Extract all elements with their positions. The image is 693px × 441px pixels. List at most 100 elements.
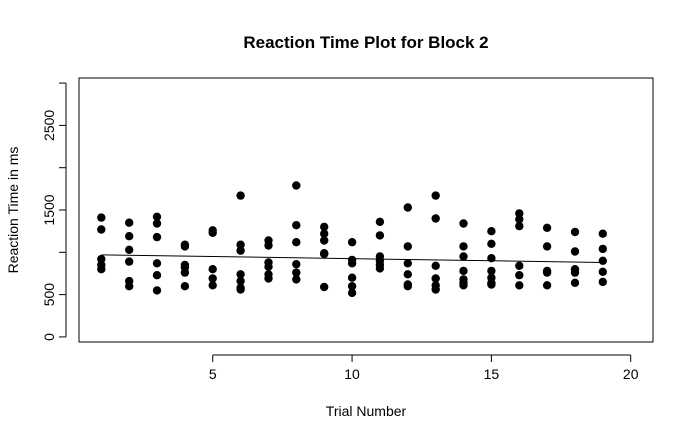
data-point (459, 281, 468, 290)
data-point (515, 281, 524, 290)
data-point (515, 215, 524, 224)
data-point (292, 181, 301, 190)
data-point (236, 246, 245, 255)
data-point (431, 274, 440, 283)
y-tick-label: 500 (41, 283, 57, 307)
data-point (459, 242, 468, 251)
data-point (542, 268, 552, 277)
x-tick-label: 5 (209, 366, 217, 382)
data-point (208, 281, 217, 290)
data-point (570, 268, 580, 277)
data-point (347, 238, 357, 247)
data-point (403, 242, 412, 251)
data-point (292, 275, 301, 284)
data-point (292, 238, 301, 247)
trend-line-group (101, 254, 603, 263)
data-point (375, 231, 385, 240)
data-point (236, 270, 245, 279)
data-point (375, 217, 385, 226)
y-axis: 0 500 1500 2500 (41, 82, 67, 341)
data-point (264, 274, 273, 283)
data-point (487, 227, 496, 236)
data-point (320, 282, 329, 292)
data-point (347, 288, 357, 298)
data-point (236, 276, 245, 286)
y-axis-label: Reaction Time in ms (5, 147, 21, 274)
data-point (570, 227, 580, 237)
data-point (264, 262, 273, 271)
data-point (431, 261, 440, 270)
data-point (180, 242, 190, 251)
data-point (180, 282, 190, 291)
data-point (208, 228, 217, 237)
data-point (236, 240, 245, 249)
y-tick-label: 2500 (41, 110, 57, 141)
data-point (542, 223, 552, 232)
data-point (152, 271, 162, 280)
data-point (487, 266, 496, 276)
data-point (320, 222, 329, 232)
data-point (403, 270, 412, 279)
data-point (431, 285, 440, 294)
data-point (180, 268, 190, 277)
data-point (264, 241, 273, 250)
y-tick-label: 1500 (41, 194, 57, 225)
data-point (431, 191, 440, 200)
data-point (515, 209, 524, 218)
data-point (292, 268, 301, 277)
data-point (487, 239, 496, 248)
data-point (347, 273, 357, 282)
data-point (347, 259, 357, 268)
y-tick-label: 0 (41, 333, 57, 341)
data-point (570, 247, 580, 256)
data-point (515, 261, 524, 270)
data-point (347, 282, 357, 291)
x-axis: 5 10 15 20 (209, 354, 639, 382)
data-point (125, 282, 134, 291)
data-point (375, 264, 385, 273)
data-point (515, 221, 524, 231)
data-point (152, 232, 162, 242)
data-point (598, 229, 607, 238)
data-point (236, 285, 245, 294)
data-point (542, 242, 552, 251)
plot-frame (78, 77, 654, 343)
data-point (403, 203, 412, 212)
data-point (208, 274, 217, 283)
data-point (97, 225, 106, 234)
data-point (459, 219, 468, 228)
data-point (152, 219, 162, 228)
x-tick-label: 20 (623, 366, 639, 382)
data-point (97, 254, 106, 264)
chart-title: Reaction Time Plot for Block 2 (243, 33, 488, 52)
data-point (97, 213, 106, 222)
data-points (97, 181, 607, 298)
data-point (320, 229, 329, 238)
data-point (487, 280, 496, 289)
data-point (598, 244, 607, 254)
data-point (125, 257, 134, 266)
data-point (459, 266, 468, 276)
data-point (320, 236, 329, 245)
x-axis-label: Trial Number (326, 403, 407, 419)
data-point (598, 267, 607, 276)
data-point (208, 265, 217, 274)
data-point (542, 281, 552, 290)
data-point (403, 282, 412, 291)
data-point (125, 245, 134, 254)
data-point (152, 259, 162, 268)
data-point (152, 286, 162, 295)
data-point (570, 278, 580, 287)
data-point (292, 221, 301, 230)
x-tick-label: 10 (344, 366, 360, 382)
data-point (236, 191, 245, 200)
data-point (320, 249, 329, 259)
data-point (403, 259, 412, 268)
data-point (459, 252, 468, 261)
data-point (431, 214, 440, 223)
x-tick-label: 15 (484, 366, 500, 382)
data-point (97, 265, 106, 274)
data-point (515, 271, 524, 280)
data-point (292, 260, 301, 269)
